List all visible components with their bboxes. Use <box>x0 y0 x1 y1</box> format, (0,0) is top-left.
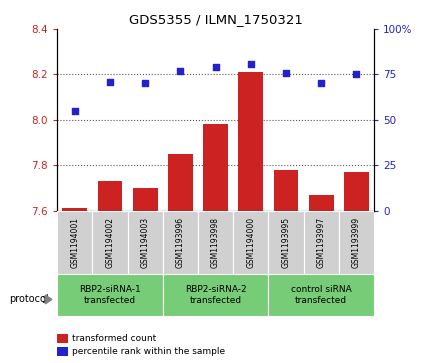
Bar <box>198 211 233 274</box>
Bar <box>168 154 193 211</box>
Bar <box>304 211 339 274</box>
Bar <box>268 211 304 274</box>
Text: transformed count: transformed count <box>72 334 156 343</box>
Text: GSM1193999: GSM1193999 <box>352 217 361 268</box>
Bar <box>309 195 334 211</box>
Bar <box>62 208 87 211</box>
Point <box>212 64 219 70</box>
Bar <box>57 211 92 274</box>
Text: GSM1194001: GSM1194001 <box>70 217 79 268</box>
Text: GSM1193997: GSM1193997 <box>317 217 326 268</box>
Bar <box>203 124 228 211</box>
Point <box>71 108 78 114</box>
Bar <box>233 211 268 274</box>
Bar <box>128 211 163 274</box>
Text: GSM1193995: GSM1193995 <box>282 217 290 268</box>
Text: control siRNA
transfected: control siRNA transfected <box>291 285 352 305</box>
Bar <box>339 211 374 274</box>
Title: GDS5355 / ILMN_1750321: GDS5355 / ILMN_1750321 <box>128 13 303 26</box>
Point <box>247 61 254 66</box>
Text: RBP2-siRNA-2
transfected: RBP2-siRNA-2 transfected <box>185 285 246 305</box>
Text: GSM1193998: GSM1193998 <box>211 217 220 268</box>
Bar <box>98 181 122 211</box>
Bar <box>92 211 128 274</box>
Bar <box>163 211 198 274</box>
Point <box>106 79 114 85</box>
Text: protocol: protocol <box>9 294 48 305</box>
Bar <box>344 172 369 211</box>
Point <box>353 72 360 77</box>
Text: percentile rank within the sample: percentile rank within the sample <box>72 347 225 355</box>
Point <box>177 68 184 74</box>
Point <box>318 81 325 86</box>
Bar <box>57 274 163 316</box>
Text: GSM1194000: GSM1194000 <box>246 217 255 268</box>
Point <box>142 81 149 86</box>
Bar <box>163 274 268 316</box>
Text: RBP2-siRNA-1
transfected: RBP2-siRNA-1 transfected <box>79 285 141 305</box>
Bar <box>268 274 374 316</box>
Bar <box>274 170 298 211</box>
Text: GSM1193996: GSM1193996 <box>176 217 185 268</box>
Bar <box>238 72 263 211</box>
Bar <box>133 188 158 211</box>
Point <box>282 70 290 76</box>
Text: GSM1194002: GSM1194002 <box>106 217 114 268</box>
Text: GSM1194003: GSM1194003 <box>141 217 150 268</box>
